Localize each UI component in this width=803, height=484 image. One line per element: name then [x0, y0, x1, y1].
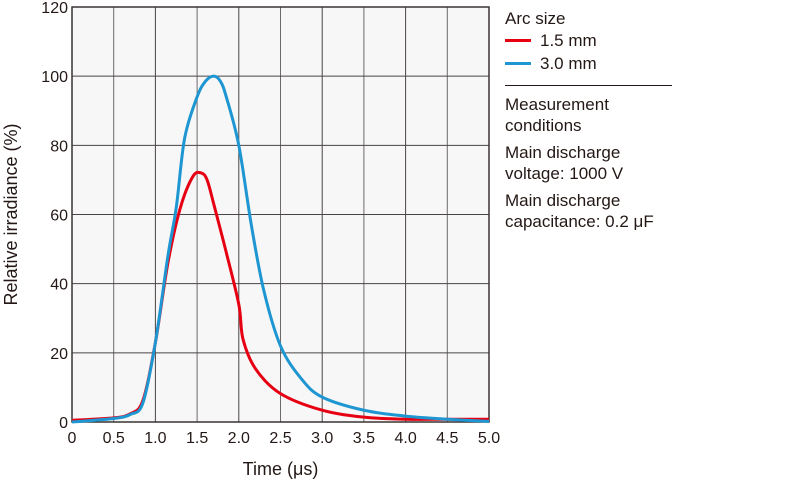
legend-label: 1.5 mm [540, 31, 597, 50]
x-tick-label: 3.5 [353, 430, 375, 447]
legend-swatch-red [505, 39, 531, 42]
legend-swatch-blue [505, 62, 531, 65]
conditions-voltage: Main discharge voltage: 1000 V [505, 143, 624, 183]
y-tick-label: 20 [50, 346, 68, 363]
legend-label: 3.0 mm [540, 54, 597, 73]
plot-frame [71, 6, 490, 423]
x-tick-label: 2.0 [228, 430, 250, 447]
y-axis-label: Relative irradiance (%) [1, 123, 21, 305]
y-tick-label: 40 [50, 277, 68, 294]
y-tick-label: 120 [41, 0, 68, 17]
y-tick-label: 60 [50, 208, 68, 225]
y-tick-label: 0 [59, 415, 68, 432]
y-tick-label: 100 [41, 69, 68, 86]
x-tick-label: 4.5 [436, 430, 458, 447]
x-tick-label: 2.5 [269, 430, 291, 447]
legend-divider [505, 85, 672, 86]
x-axis-label: Time (μs) [243, 459, 319, 479]
x-tick-label: 0.5 [103, 430, 125, 447]
conditions-capacitance: Main discharge capacitance: 0.2 μF [505, 191, 654, 231]
x-tick-label: 0 [68, 430, 77, 447]
x-tick-label: 3.0 [311, 430, 333, 447]
y-tick-label: 80 [50, 138, 68, 155]
legend-item-3-0mm: 3.0 mm [505, 52, 675, 75]
x-tick-label: 1.5 [186, 430, 208, 447]
measurement-conditions: Measurement conditions Main discharge vo… [505, 94, 675, 232]
legend: Arc size 1.5 mm 3.0 mm Measurement condi… [505, 8, 675, 238]
x-tick-label: 1.0 [144, 430, 166, 447]
x-tick-label: 5.0 [478, 430, 500, 447]
conditions-title: Measurement conditions [505, 95, 609, 135]
legend-title: Arc size [505, 9, 566, 28]
series-line-3-0mm [71, 74, 490, 424]
x-tick-label: 4.0 [394, 430, 416, 447]
legend-item-1-5mm: 1.5 mm [505, 29, 675, 52]
